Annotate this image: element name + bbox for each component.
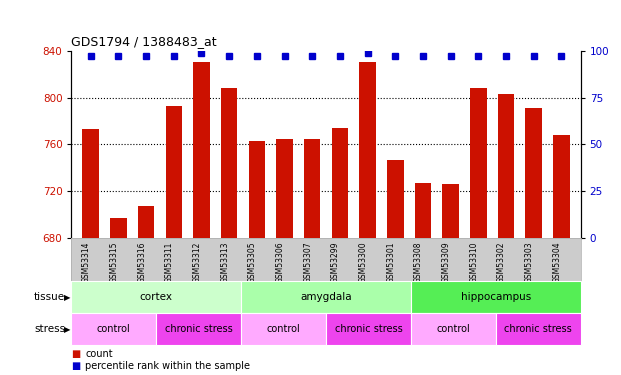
- Text: ■: ■: [71, 361, 81, 370]
- Text: chronic stress: chronic stress: [504, 324, 572, 334]
- Bar: [156, 313, 241, 345]
- Bar: [387, 160, 404, 238]
- Bar: [411, 313, 496, 345]
- Bar: [71, 313, 156, 345]
- Text: count: count: [85, 349, 112, 358]
- Text: GSM53303: GSM53303: [525, 242, 533, 283]
- Text: GSM53302: GSM53302: [497, 242, 506, 283]
- Bar: [83, 129, 99, 238]
- Text: ▶: ▶: [64, 292, 70, 302]
- Text: GSM53311: GSM53311: [165, 242, 174, 283]
- Bar: [221, 88, 237, 238]
- Bar: [359, 62, 376, 238]
- Bar: [166, 106, 182, 238]
- Text: control: control: [266, 324, 301, 334]
- Bar: [326, 313, 411, 345]
- Text: chronic stress: chronic stress: [335, 324, 402, 334]
- Bar: [525, 108, 542, 238]
- Bar: [110, 218, 127, 238]
- Bar: [241, 313, 326, 345]
- Text: hippocampus: hippocampus: [461, 292, 531, 302]
- Text: GSM53310: GSM53310: [469, 242, 478, 283]
- Text: stress: stress: [34, 324, 65, 334]
- Bar: [553, 135, 569, 238]
- Text: GSM53316: GSM53316: [137, 242, 146, 283]
- Text: GSM53308: GSM53308: [414, 242, 423, 283]
- Text: GSM53314: GSM53314: [82, 242, 91, 283]
- Bar: [497, 94, 514, 238]
- Text: GSM53299: GSM53299: [331, 242, 340, 283]
- Text: GSM53306: GSM53306: [276, 242, 284, 283]
- Text: GSM53300: GSM53300: [358, 242, 368, 283]
- Text: GSM53313: GSM53313: [220, 242, 229, 283]
- Bar: [304, 138, 320, 238]
- Bar: [415, 183, 431, 238]
- Text: chronic stress: chronic stress: [165, 324, 233, 334]
- Text: GSM53309: GSM53309: [442, 242, 451, 283]
- Bar: [276, 138, 293, 238]
- Text: control: control: [437, 324, 470, 334]
- Text: percentile rank within the sample: percentile rank within the sample: [85, 361, 250, 370]
- Text: ▶: ▶: [64, 324, 70, 334]
- Text: GSM53312: GSM53312: [193, 242, 201, 283]
- Bar: [241, 281, 411, 313]
- Text: tissue: tissue: [34, 292, 65, 302]
- Text: GDS1794 / 1388483_at: GDS1794 / 1388483_at: [71, 35, 217, 48]
- Text: GSM53304: GSM53304: [552, 242, 561, 283]
- Text: control: control: [97, 324, 131, 334]
- Bar: [71, 281, 241, 313]
- Text: GSM53307: GSM53307: [303, 242, 312, 283]
- Text: ■: ■: [71, 349, 81, 358]
- Bar: [442, 184, 459, 238]
- Bar: [411, 281, 581, 313]
- Text: amygdala: amygdala: [300, 292, 352, 302]
- Text: GSM53315: GSM53315: [109, 242, 119, 283]
- Bar: [138, 207, 155, 238]
- Text: GSM53301: GSM53301: [386, 242, 395, 283]
- Bar: [248, 141, 265, 238]
- Bar: [193, 62, 210, 238]
- Text: cortex: cortex: [140, 292, 173, 302]
- Bar: [332, 128, 348, 238]
- Bar: [470, 88, 486, 238]
- Text: GSM53305: GSM53305: [248, 242, 257, 283]
- Bar: [496, 313, 581, 345]
